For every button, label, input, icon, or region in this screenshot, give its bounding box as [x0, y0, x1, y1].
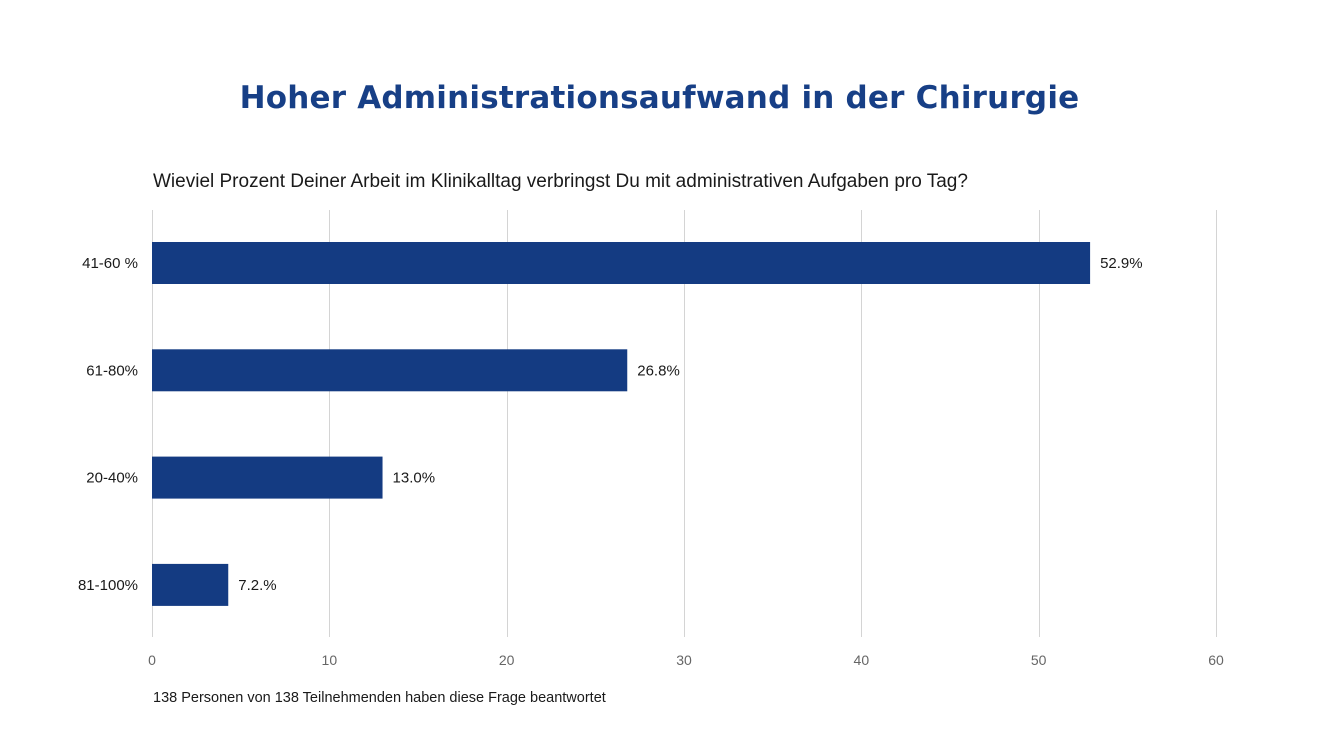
bar [152, 456, 383, 499]
x-tick-label: 50 [1031, 652, 1047, 668]
chart-title: Hoher Administrationsaufwand in der Chir… [239, 80, 1080, 116]
x-tick-label: 40 [854, 652, 870, 668]
x-tick-label: 20 [499, 652, 515, 668]
x-tick-label: 60 [1208, 652, 1224, 668]
chart-footnote: 138 Personen von 138 Teilnehmenden haben… [153, 690, 606, 706]
data-label: 26.8% [637, 362, 680, 379]
x-axis-ticks: 0 10 20 30 40 50 60 [148, 652, 1224, 668]
data-label: 7.2.% [238, 577, 276, 594]
data-labels: 52.9% 26.8% 13.0% 7.2.% [238, 255, 1142, 594]
x-tick-label: 0 [148, 652, 156, 668]
category-label: 61-80% [86, 362, 138, 379]
category-labels: 41-60 % 61-80% 20-40% 81-100% [78, 255, 138, 594]
category-label: 20-40% [86, 470, 138, 487]
bars [152, 242, 1091, 606]
bar [152, 563, 229, 606]
data-label: 13.0% [393, 470, 436, 487]
x-tick-label: 30 [676, 652, 692, 668]
x-tick-label: 10 [322, 652, 338, 668]
bar [152, 349, 628, 392]
chart-subtitle: Wieviel Prozent Deiner Arbeit im Klinika… [153, 171, 968, 192]
data-label: 52.9% [1100, 255, 1143, 272]
category-label: 81-100% [78, 577, 138, 594]
category-label: 41-60 % [82, 255, 138, 272]
bar [152, 242, 1091, 284]
